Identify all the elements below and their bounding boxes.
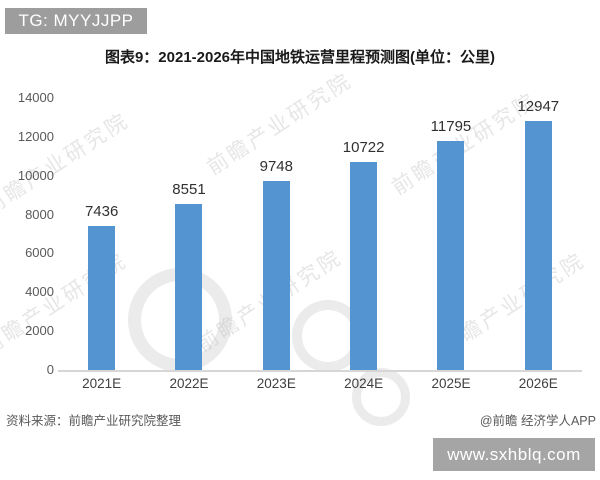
bar (262, 181, 290, 370)
y-axis: 0 2000 4000 6000 8000 10000 12000 14000 (0, 0, 54, 420)
bar (437, 141, 465, 370)
y-tick-label: 12000 (17, 128, 54, 144)
x-tick-label: 2023E (256, 376, 296, 391)
y-tick-label: 10000 (17, 167, 54, 183)
bar-value-label: 10722 (342, 139, 385, 156)
y-tick-label: 8000 (25, 206, 54, 222)
bar-slot: 9748 (233, 98, 320, 370)
plot-area: 7436 8551 9748 10722 11795 12947 (58, 98, 582, 372)
x-tick-label: 2021E (82, 376, 122, 391)
bar-slot: 10722 (320, 98, 407, 370)
x-tick-label: 2026E (518, 376, 558, 391)
bar-value-label: 9748 (259, 158, 293, 175)
bar-slot: 7436 (58, 98, 145, 370)
y-tick-label: 2000 (25, 323, 54, 339)
bar (88, 226, 116, 370)
bar (350, 162, 378, 370)
bar-slot: 11795 (407, 98, 494, 370)
x-axis: 2021E 2022E 2023E 2024E 2025E 2026E (58, 376, 582, 391)
bar-value-label: 12947 (517, 98, 560, 115)
chart-title: 图表9：2021-2026年中国地铁运营里程预测图(单位：公里) (104, 49, 496, 66)
chart-footer: 资料来源：前瞻产业研究院整理 @前瞻 经济学人APP (0, 410, 600, 430)
x-tick-label: 2025E (431, 376, 471, 391)
bar (175, 204, 203, 370)
bar-value-label: 7436 (84, 203, 119, 220)
y-tick-label: 0 (46, 362, 54, 377)
bar-slot: 8551 (145, 98, 232, 370)
y-tick-label: 4000 (25, 284, 54, 300)
telegram-handle-badge: TG: MYYJJPP (5, 8, 147, 34)
bar-slot: 12947 (495, 98, 582, 370)
bar-value-label: 11795 (430, 118, 472, 135)
bars-row: 7436 8551 9748 10722 11795 12947 (58, 98, 582, 370)
y-tick-label: 14000 (17, 90, 54, 105)
y-tick-label: 6000 (25, 245, 54, 261)
source-note: 资料来源：前瞻产业研究院整理 (6, 414, 182, 428)
bar (524, 121, 552, 370)
x-tick-label: 2024E (344, 376, 384, 391)
bar-value-label: 8551 (172, 181, 206, 198)
x-tick-label: 2022E (169, 376, 209, 391)
credit-note: @前瞻 经济学人APP (479, 414, 596, 428)
website-url-badge: www.sxhblq.com (433, 438, 595, 471)
